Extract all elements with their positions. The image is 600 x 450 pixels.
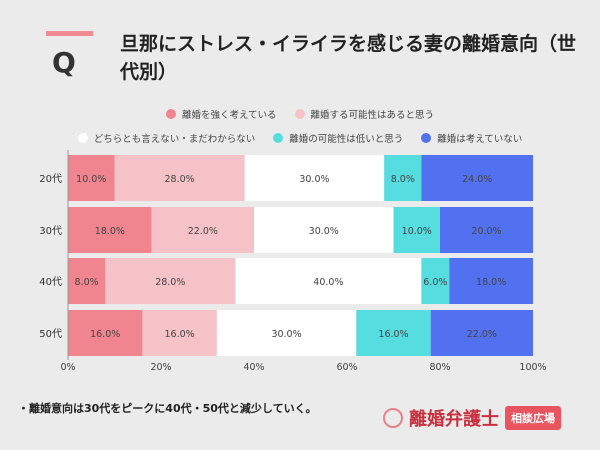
data-label: 10.0% [76,174,106,185]
legend-swatch [421,133,432,143]
x-tick-label: 60% [336,362,357,373]
summary-note: ・離婚意向は30代をピークに40代・50代と減少していく。 [18,402,317,415]
bar-segment [105,258,236,304]
data-label: 40.0% [313,277,343,288]
bar-segment [356,310,431,356]
legend-label: 離婚は考えていない [437,134,523,145]
legend-item: 離婚を強く考えている [165,107,277,121]
data-label: 22.0% [467,329,497,340]
data-label: 8.0% [391,174,415,185]
x-tick-label: 40% [243,362,264,373]
bar-segment [151,207,254,253]
legend-label: どちらとも言えない・まだわからない [93,134,256,145]
data-label: 18.0% [476,277,506,288]
legend-label: 離婚を強く考えている [181,110,277,121]
data-label: 30.0% [309,226,339,237]
data-label: 28.0% [165,174,195,185]
data-label: 16.0% [165,329,195,340]
x-tick-label: 0% [60,362,75,373]
data-label: 10.0% [402,226,432,237]
logo: 離婚弁護士 相談広場 [383,405,561,431]
legend-swatch [294,109,305,119]
legend-row-2: どちらとも言えない・まだわからない 離婚の可能性は低いと思う 離婚は考えていない [0,131,600,145]
data-label: 22.0% [188,226,218,237]
bar-segment [440,207,533,253]
bar-segment [421,155,533,201]
data-label: 16.0% [378,329,408,340]
bar-segment [235,258,422,304]
category-label: 50代 [39,328,62,340]
legend-swatch [273,133,284,143]
data-label: 20.0% [471,226,501,237]
bar-segment [114,155,245,201]
data-label: 28.0% [155,277,185,288]
bar-segment [384,155,422,201]
bar-segment [393,207,440,253]
data-label: 24.0% [462,174,492,185]
category-label: 20代 [39,173,62,185]
bar-segment [254,207,394,253]
bar-segment [430,310,533,356]
stacked-bar-chart: 20代 10.0% 28.0% 30.0% 8.0% 24.0% 30代 18.0% 22.0%… [39,150,547,373]
data-label: 6.0% [423,277,447,288]
legend-row-1: 離婚を強く考えている 離婚する可能性はあると思う [0,107,600,121]
bar-segment [449,258,533,304]
data-label: 8.0% [75,277,99,288]
legend-swatch [77,133,88,143]
data-label: 30.0% [271,329,301,340]
data-label: 18.0% [95,226,125,237]
data-label: 16.0% [90,329,120,340]
legend-swatch [165,109,176,119]
legend-item: どちらとも言えない・まだわからない [77,131,256,145]
bar-segment [421,258,450,304]
category-label: 40代 [39,276,62,288]
q-accent-bar [46,31,93,36]
q-label: Q [52,46,76,79]
bar-segment [244,155,385,201]
x-tick-label: 100% [519,362,546,373]
data-label: 30.0% [299,174,329,185]
category-label: 30代 [39,225,62,237]
chart-title: 旦那にストレス・イライラを感じる妻の離婚意向（世代別） [120,33,577,83]
bar-segment [68,207,152,253]
legend-label: 離婚する可能性はあると思う [310,110,435,121]
bar-segment [142,310,217,356]
bar-segment [68,310,143,356]
x-tick-label: 80% [429,362,450,373]
seal-icon [383,408,403,428]
bar-segment [68,155,115,201]
logo-main-text: 離婚弁護士 [409,409,499,430]
x-tick-label: 20% [150,362,171,373]
bar-segment [68,258,106,304]
logo-badge: 相談広場 [505,406,561,430]
legend-item: 離婚の可能性は低いと思う [273,131,403,145]
legend-label: 離婚の可能性は低いと思う [289,134,404,145]
legend-item: 離婚は考えていない [421,131,522,145]
bar-segment [216,310,357,356]
legend-item: 離婚する可能性はあると思う [294,107,435,121]
